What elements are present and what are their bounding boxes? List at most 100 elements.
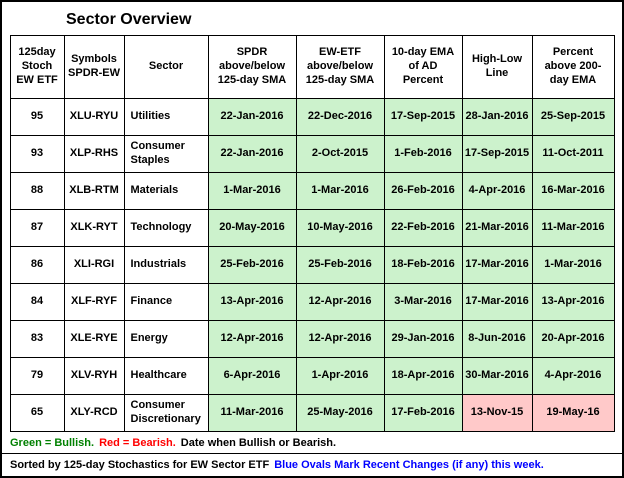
date-cell: 17-Mar-2016 xyxy=(461,283,533,321)
table-row: 84 XLF-RYF Finance 13-Apr-2016 12-Apr-2016 3-… xyxy=(9,283,615,321)
sector-cell: Consumer Discretionary xyxy=(123,394,209,432)
date-cell: 4-Apr-2016 xyxy=(531,357,615,395)
date-cell: 17-Sep-2015 xyxy=(461,135,533,173)
symbols-cell: XLF-RYF xyxy=(63,283,125,321)
date-cell: 29-Jan-2016 xyxy=(383,320,463,358)
table-row: 88 XLB-RTM Materials 1-Mar-2016 1-Mar-2016 26… xyxy=(9,172,615,210)
table-row: 87 XLK-RYT Technology 20-May-2016 10-May-201… xyxy=(9,209,615,247)
date-cell: 20-Apr-2016 xyxy=(531,320,615,358)
sector-table-body: 95 XLU-RYU Utilities 22-Jan-2016 22-Dec-2016… xyxy=(9,98,615,432)
date-cell: 20-May-2016 xyxy=(207,209,297,247)
date-cell: 18-Apr-2016 xyxy=(383,357,463,395)
table-row: 83 XLE-RYE Energy 12-Apr-2016 12-Apr-2016 29-… xyxy=(9,320,615,358)
stoch-cell: 93 xyxy=(9,135,65,173)
legend-line: Green = Bullish. Red = Bearish. Date when … xyxy=(2,432,622,453)
stoch-cell: 87 xyxy=(9,209,65,247)
date-cell: 12-Apr-2016 xyxy=(295,283,385,321)
date-cell: 13-Apr-2016 xyxy=(531,283,615,321)
sector-cell: Technology xyxy=(123,209,209,247)
column-header-ewetf-sma: EW-ETF above/below 125-day SMA xyxy=(295,35,385,99)
sector-table: 125day Stoch EW ETF Symbols SPDR-EW Sect… xyxy=(9,35,615,432)
date-cell: 12-Apr-2016 xyxy=(207,320,297,358)
sector-cell: Industrials xyxy=(123,246,209,284)
symbols-cell: XLB-RTM xyxy=(63,172,125,210)
date-cell: 25-Sep-2015 xyxy=(531,98,615,136)
date-cell: 4-Apr-2016 xyxy=(461,172,533,210)
symbols-cell: XLE-RYE xyxy=(63,320,125,358)
date-cell: 11-Mar-2016 xyxy=(531,209,615,247)
stoch-cell: 88 xyxy=(9,172,65,210)
date-cell: 22-Dec-2016 xyxy=(295,98,385,136)
sorted-note-line: Sorted by 125-day Stochastics for EW Sec… xyxy=(2,454,622,475)
table-row: 86 XLI-RGI Industrials 25-Feb-2016 25-Feb-20… xyxy=(9,246,615,284)
stoch-cell: 84 xyxy=(9,283,65,321)
column-header-symbols: Symbols SPDR-EW xyxy=(63,35,125,99)
date-cell: 19-May-16 xyxy=(531,394,615,432)
date-cell: 26-Feb-2016 xyxy=(383,172,463,210)
date-cell: 1-Mar-2016 xyxy=(531,246,615,284)
date-cell: 11-Mar-2016 xyxy=(207,394,297,432)
legend-green-text: Green = Bullish. xyxy=(10,437,95,449)
date-cell: 1-Mar-2016 xyxy=(207,172,297,210)
stoch-cell: 65 xyxy=(9,394,65,432)
table-row: 95 XLU-RYU Utilities 22-Jan-2016 22-Dec-2016… xyxy=(9,98,615,136)
date-cell: 18-Feb-2016 xyxy=(383,246,463,284)
date-cell: 8-Jun-2016 xyxy=(461,320,533,358)
legend-red-text: Red = Bearish. xyxy=(99,437,176,449)
date-cell: 21-Mar-2016 xyxy=(461,209,533,247)
symbols-cell: XLY-RCD xyxy=(63,394,125,432)
date-cell: 25-Feb-2016 xyxy=(295,246,385,284)
date-cell: 12-Apr-2016 xyxy=(295,320,385,358)
table-row: 65 XLY-RCD Consumer Discretionary 11-Mar-20… xyxy=(9,394,615,432)
sector-cell: Energy xyxy=(123,320,209,358)
sector-cell: Utilities xyxy=(123,98,209,136)
symbols-cell: XLP-RHS xyxy=(63,135,125,173)
column-header-sector: Sector xyxy=(123,35,209,99)
column-header-spdr-sma: SPDR above/below 125-day SMA xyxy=(207,35,297,99)
date-cell: 11-Oct-2011 xyxy=(531,135,615,173)
blue-note-text: Blue Ovals Mark Recent Changes (if any) … xyxy=(274,459,544,471)
date-cell: 2-Oct-2015 xyxy=(295,135,385,173)
column-header-ad-ema: 10-day EMA of AD Percent xyxy=(383,35,463,99)
date-cell: 13-Nov-15 xyxy=(461,394,533,432)
column-header-stoch: 125day Stoch EW ETF xyxy=(9,35,65,99)
symbols-cell: XLU-RYU xyxy=(63,98,125,136)
date-cell: 1-Mar-2016 xyxy=(295,172,385,210)
date-cell: 22-Jan-2016 xyxy=(207,135,297,173)
date-cell: 28-Jan-2016 xyxy=(461,98,533,136)
symbols-cell: XLK-RYT xyxy=(63,209,125,247)
legend-note-text: Date when Bullish or Bearish. xyxy=(180,437,337,449)
sector-cell: Materials xyxy=(123,172,209,210)
date-cell: 6-Apr-2016 xyxy=(207,357,297,395)
date-cell: 30-Mar-2016 xyxy=(461,357,533,395)
stoch-cell: 79 xyxy=(9,357,65,395)
stoch-cell: 95 xyxy=(9,98,65,136)
date-cell: 3-Mar-2016 xyxy=(383,283,463,321)
date-cell: 10-May-2016 xyxy=(295,209,385,247)
symbols-cell: XLV-RYH xyxy=(63,357,125,395)
date-cell: 25-May-2016 xyxy=(295,394,385,432)
sector-cell: Healthcare xyxy=(123,357,209,395)
table-row: 79 XLV-RYH Healthcare 6-Apr-2016 1-Apr-2016 1… xyxy=(9,357,615,395)
date-cell: 1-Feb-2016 xyxy=(383,135,463,173)
date-cell: 17-Mar-2016 xyxy=(461,246,533,284)
date-cell: 17-Feb-2016 xyxy=(383,394,463,432)
table-row: 93 XLP-RHS Consumer Staples 22-Jan-2016 2-Oc… xyxy=(9,135,615,173)
stoch-cell: 83 xyxy=(9,320,65,358)
symbols-cell: XLI-RGI xyxy=(63,246,125,284)
date-cell: 25-Feb-2016 xyxy=(207,246,297,284)
page-title: Sector Overview xyxy=(66,11,192,28)
column-header-high-low: High-Low Line xyxy=(461,35,533,99)
date-cell: 17-Sep-2015 xyxy=(383,98,463,136)
sector-cell: Consumer Staples xyxy=(123,135,209,173)
sector-cell: Finance xyxy=(123,283,209,321)
sorted-note-text: Sorted by 125-day Stochastics for EW Sec… xyxy=(10,459,270,471)
footer-divider xyxy=(2,453,622,454)
date-cell: 1-Apr-2016 xyxy=(295,357,385,395)
date-cell: 22-Feb-2016 xyxy=(383,209,463,247)
stoch-cell: 86 xyxy=(9,246,65,284)
header-row: 125day Stoch EW ETF Symbols SPDR-EW Sect… xyxy=(9,35,615,99)
column-header-pct-200ema: Percent above 200- day EMA xyxy=(531,35,615,99)
date-cell: 16-Mar-2016 xyxy=(531,172,615,210)
